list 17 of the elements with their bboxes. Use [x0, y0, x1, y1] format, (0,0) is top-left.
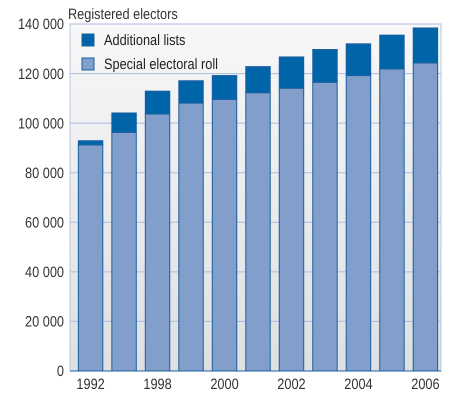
x-tick-label: 2000 [210, 374, 239, 392]
y-tick-label: 80 000 [25, 164, 64, 182]
y-tick-label: 140 000 [18, 15, 64, 32]
y-tick-label: 40 000 [25, 263, 64, 280]
y-tick-label: 120 000 [18, 64, 64, 82]
y-tick-label: 100 000 [18, 114, 64, 132]
y-tick-label: 0 [56, 362, 64, 380]
x-tick-label: 2002 [277, 374, 306, 392]
x-tick-label: 1998 [143, 374, 172, 392]
x-tick-label: 2004 [344, 374, 373, 392]
x-tick-label: 1992 [76, 374, 105, 392]
legend-label: Special electoral roll [104, 55, 218, 72]
x-tick-label: 2006 [411, 374, 440, 392]
y-tick-label: 20 000 [25, 312, 64, 330]
legend-label: Additional lists [104, 31, 186, 48]
y-tick-label: 60 000 [25, 214, 64, 231]
chart-title: Registered electors [68, 4, 178, 22]
